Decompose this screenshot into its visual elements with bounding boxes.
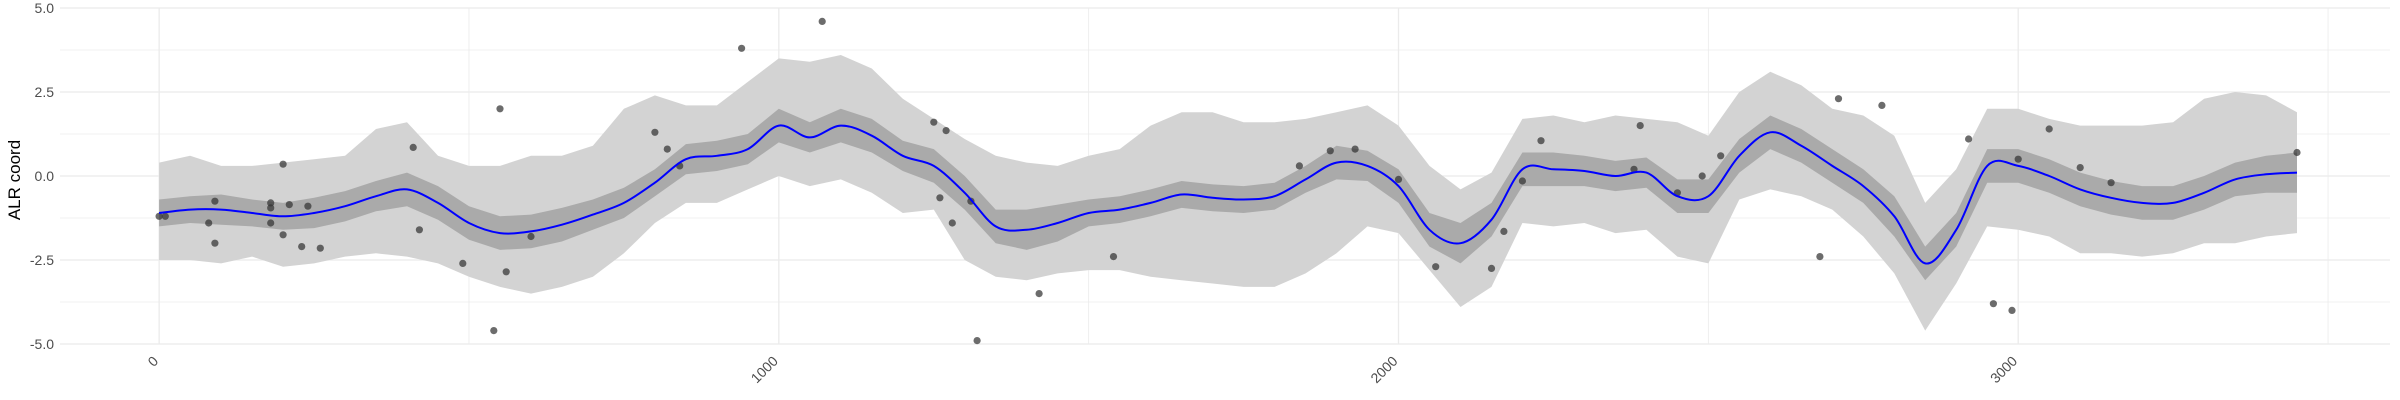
data-point [205, 219, 213, 227]
data-point [738, 44, 746, 52]
data-point [1698, 172, 1706, 180]
data-point [1487, 264, 1496, 272]
smooth-line [158, 124, 2298, 265]
data-point [1518, 177, 1526, 185]
data-point [942, 127, 950, 135]
data-point [409, 143, 417, 151]
data-point [316, 244, 324, 252]
data-point [279, 160, 287, 168]
data-point [1432, 263, 1440, 271]
data-point [155, 212, 163, 220]
data-point [1834, 95, 1843, 103]
data-point [496, 105, 504, 113]
data-point [1816, 253, 1824, 261]
data-point [1636, 122, 1644, 130]
data-point [936, 194, 944, 202]
data-point [2293, 148, 2301, 157]
y-tick-label: -5.0 [30, 336, 54, 352]
data-point [2045, 125, 2053, 133]
y-tick-label: 2.5 [35, 84, 55, 100]
data-point [304, 202, 312, 210]
data-point [1500, 227, 1508, 235]
data-point [663, 145, 671, 153]
data-point [2076, 164, 2084, 172]
data-point [930, 118, 938, 126]
data-point [267, 219, 275, 227]
data-point [1878, 101, 1886, 109]
data-point [1295, 162, 1303, 170]
data-point [1109, 253, 1118, 261]
data-point [1630, 165, 1638, 173]
data-point [1965, 135, 1973, 143]
data-point [2014, 155, 2022, 163]
data-point [2107, 179, 2115, 187]
data-point [1537, 137, 1545, 145]
data-point [2008, 306, 2016, 314]
data-point [1035, 290, 1043, 298]
data-point [1394, 175, 1403, 183]
data-point [279, 231, 287, 239]
data-point [1989, 300, 1997, 308]
data-point [973, 337, 981, 345]
data-point [459, 259, 467, 267]
data-point [948, 219, 956, 227]
data-point [502, 268, 510, 276]
data-point [211, 197, 219, 205]
data-point [527, 232, 535, 241]
data-point [1351, 145, 1359, 153]
y-tick-labels: -5.0 -2.5 0.0 2.5 5.0 [30, 0, 54, 352]
y-axis-title: ALR coord [5, 140, 24, 220]
y-tick-label: 5.0 [35, 0, 55, 16]
data-point [211, 239, 219, 247]
data-point [490, 327, 498, 335]
data-point [267, 199, 275, 207]
data-point [161, 212, 169, 220]
data-point [415, 226, 423, 234]
data-point [285, 201, 293, 209]
data-point [818, 17, 826, 25]
data-point [267, 204, 275, 212]
y-tick-label: -2.5 [30, 252, 54, 268]
data-points [155, 17, 2301, 345]
data-point [298, 243, 306, 251]
data-point [1326, 147, 1334, 155]
data-point [651, 128, 659, 136]
data-point [1717, 152, 1725, 160]
y-tick-label: 0.0 [35, 168, 55, 184]
confidence-band-inner [159, 108, 2297, 281]
